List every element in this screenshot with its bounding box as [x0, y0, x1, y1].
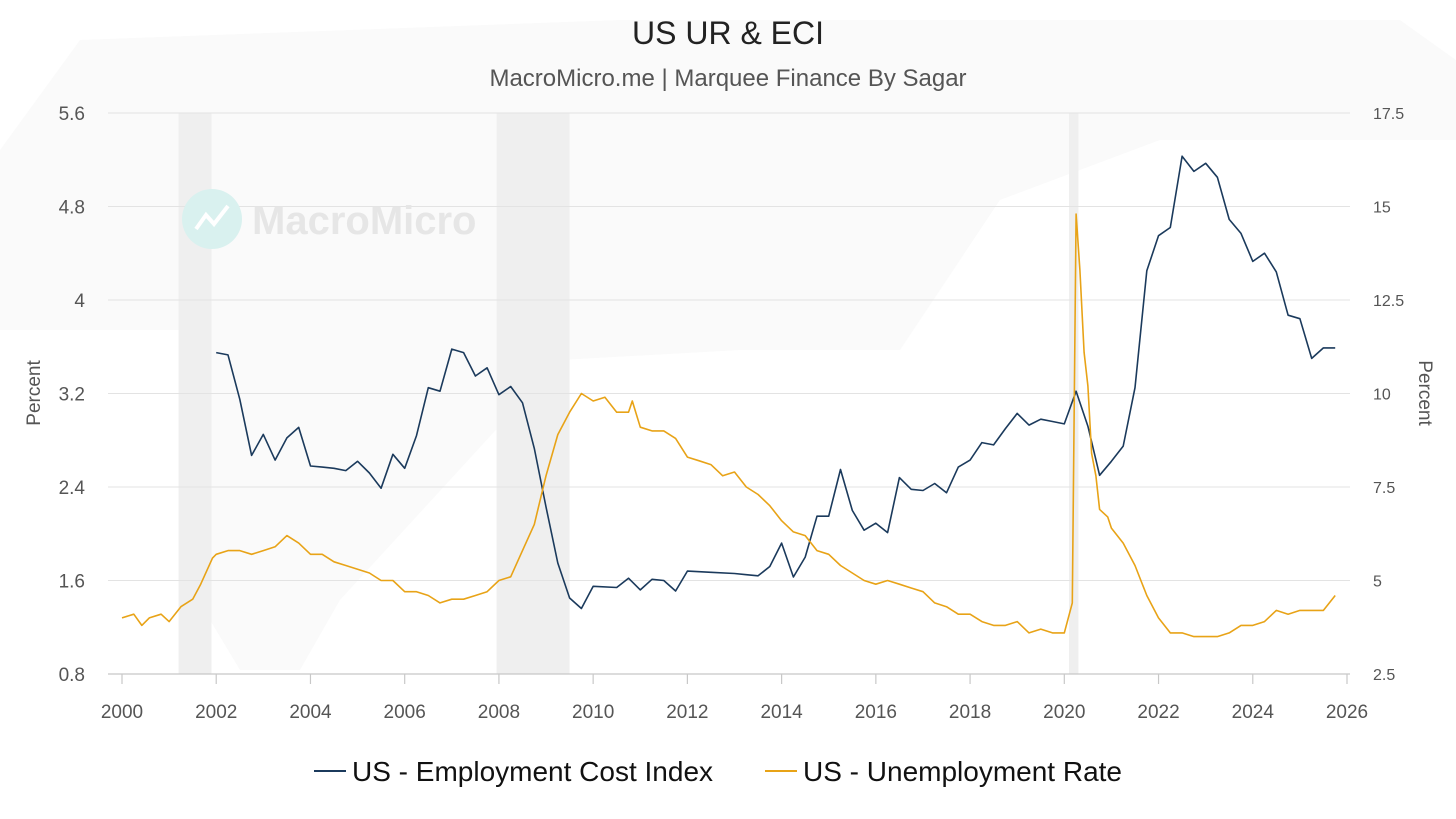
legend: US - Employment Cost Index US - Unemploy…	[314, 756, 1122, 787]
axes: 0.8 1.6 2.4 3.2 4 4.8 5.6 2.5 5 7.5 10 12.5 15 17.5 20…	[59, 104, 1405, 723]
y-right-tick-label: 15	[1373, 200, 1391, 217]
series-lines	[121, 155, 1336, 638]
gridlines	[108, 112, 1350, 581]
x-tick-label: 2024	[1232, 702, 1275, 723]
x-tick-label: 2026	[1326, 702, 1368, 723]
background-decoration	[0, 20, 1456, 670]
legend-label-unemployment: US - Unemployment Rate	[803, 756, 1122, 787]
right-axis-label: Percent	[1414, 360, 1435, 426]
x-tick-label: 2000	[101, 702, 143, 723]
legend-item-unemployment[interactable]: US - Unemployment Rate	[765, 756, 1122, 787]
x-tick-label: 2020	[1043, 702, 1085, 723]
y-left-tick-label: 1.6	[59, 572, 85, 593]
x-tick-label: 2010	[572, 702, 614, 723]
y-left-tick-label: 2.4	[59, 478, 86, 499]
y-right-tick-label: 5	[1373, 574, 1382, 591]
legend-label-eci: US - Employment Cost Index	[352, 756, 713, 787]
y-left-tick-label: 4	[74, 291, 85, 312]
left-axis-label: Percent	[24, 360, 45, 426]
watermark-text: MacroMicro	[252, 199, 477, 243]
y-right-tick-label: 17.5	[1373, 106, 1404, 123]
x-tick-label: 2014	[760, 702, 803, 723]
x-tick-label: 2002	[195, 702, 237, 723]
x-tick-label: 2016	[855, 702, 897, 723]
background-shape	[0, 20, 1456, 670]
y-right-tick-label: 10	[1373, 387, 1391, 404]
y-right-tick-label: 2.5	[1373, 667, 1395, 684]
y-right-tick-label: 12.5	[1373, 293, 1404, 310]
y-left-tick-label: 3.2	[59, 385, 85, 406]
legend-item-eci[interactable]: US - Employment Cost Index	[314, 756, 713, 787]
watermark: MacroMicro	[182, 189, 477, 249]
x-tick-label: 2008	[478, 702, 520, 723]
chart-title: US UR & ECI	[632, 15, 824, 51]
y-left-tick-label: 4.8	[59, 198, 85, 219]
chart-subtitle: MacroMicro.me | Marquee Finance By Sagar	[489, 65, 966, 92]
x-tick-label: 2004	[289, 702, 332, 723]
y-right-tick-label: 7.5	[1373, 480, 1395, 497]
logo-trend-icon	[194, 204, 230, 231]
unemployment-series-line	[121, 213, 1336, 638]
x-tick-label: 2022	[1137, 702, 1179, 723]
eci-series-line	[216, 155, 1336, 610]
x-tick-label: 2018	[949, 702, 991, 723]
y-left-tick-label: 0.8	[59, 665, 85, 686]
y-left-tick-label: 5.6	[59, 104, 85, 125]
x-tick-label: 2006	[384, 702, 426, 723]
x-tick-label: 2012	[666, 702, 708, 723]
